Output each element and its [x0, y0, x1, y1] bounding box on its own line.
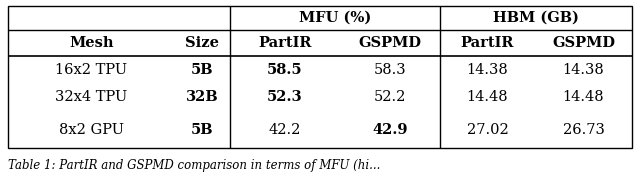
- Text: 42.9: 42.9: [372, 123, 408, 136]
- Text: 52.3: 52.3: [267, 90, 303, 104]
- Text: 14.38: 14.38: [467, 62, 508, 77]
- Text: 32x4 TPU: 32x4 TPU: [56, 90, 127, 104]
- Text: MFU (%): MFU (%): [299, 11, 371, 25]
- Text: 52.2: 52.2: [374, 90, 406, 104]
- Text: 8x2 GPU: 8x2 GPU: [59, 123, 124, 136]
- Text: 16x2 TPU: 16x2 TPU: [56, 62, 127, 77]
- Text: Table 1: PartIR and GSPMD comparison in terms of MFU (hi...: Table 1: PartIR and GSPMD comparison in …: [8, 159, 380, 172]
- Text: 14.48: 14.48: [467, 90, 508, 104]
- Text: 5B: 5B: [191, 62, 214, 77]
- Text: 14.38: 14.38: [563, 62, 604, 77]
- Text: PartIR: PartIR: [259, 36, 312, 50]
- Text: PartIR: PartIR: [461, 36, 515, 50]
- Text: 58.3: 58.3: [374, 62, 406, 77]
- Text: Size: Size: [186, 36, 220, 50]
- Text: 27.02: 27.02: [467, 123, 508, 136]
- Text: GSPMD: GSPMD: [552, 36, 615, 50]
- Text: HBM (GB): HBM (GB): [493, 11, 579, 25]
- Text: 42.2: 42.2: [269, 123, 301, 136]
- Text: 32B: 32B: [186, 90, 219, 104]
- Bar: [8, 6, 632, 148]
- Text: Mesh: Mesh: [69, 36, 114, 50]
- Text: 26.73: 26.73: [563, 123, 604, 136]
- Text: 5B: 5B: [191, 123, 214, 136]
- Text: 58.5: 58.5: [267, 62, 303, 77]
- Text: GSPMD: GSPMD: [358, 36, 422, 50]
- Text: 14.48: 14.48: [563, 90, 604, 104]
